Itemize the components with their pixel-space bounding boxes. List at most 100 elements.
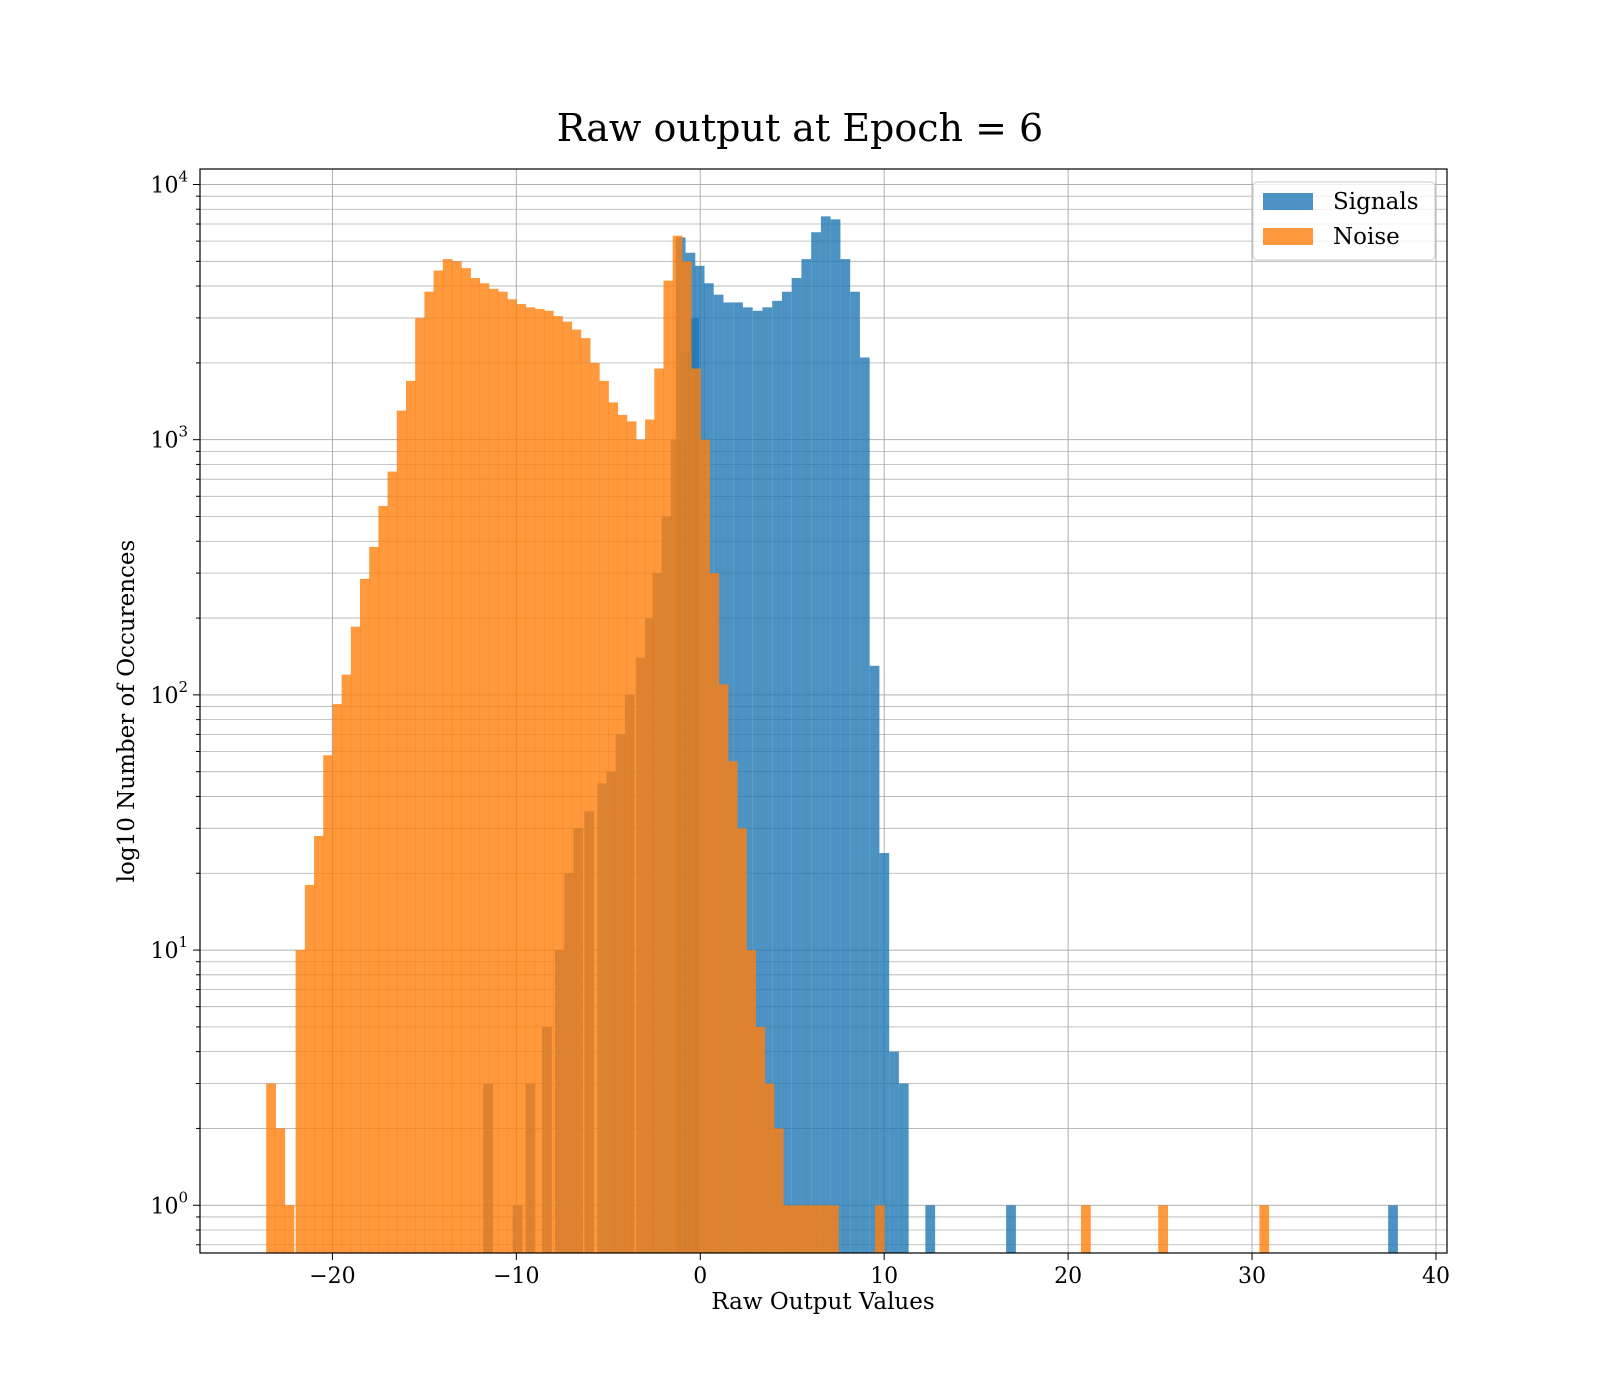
legend-label-signals: Signals (1333, 189, 1419, 215)
bar-noise (304, 884, 315, 1253)
bar-noise (810, 1205, 821, 1253)
bar-noise (341, 674, 352, 1253)
bar-noise (295, 950, 306, 1253)
bar-noise (700, 439, 711, 1253)
bar-signals (850, 291, 860, 1253)
plot-frame (199, 168, 1448, 1254)
bar-signals (1388, 1205, 1398, 1253)
chart-title: Raw output at Epoch = 6 (557, 106, 1043, 150)
bar-noise (396, 410, 407, 1254)
bar-noise (543, 310, 554, 1253)
bar-signals (1006, 1205, 1016, 1253)
bar-noise (497, 291, 508, 1253)
bar-noise (479, 283, 490, 1254)
bar-noise (415, 317, 425, 1254)
bar-signals (840, 259, 851, 1253)
bar-noise (1259, 1205, 1270, 1253)
bar-noise (755, 1026, 766, 1253)
legend-swatch-signals (1263, 193, 1313, 210)
bar-noise (571, 329, 582, 1253)
bar-signals (869, 665, 880, 1253)
x-tick-label: 10 (870, 1264, 898, 1289)
bar-noise (654, 368, 665, 1254)
bar-noise (424, 291, 435, 1253)
bar-noise (608, 402, 619, 1254)
bar-noise (275, 1128, 286, 1253)
bar-signals (772, 300, 782, 1253)
bar-signals (925, 1205, 936, 1253)
bar-signals (742, 307, 753, 1253)
bar-signals (733, 302, 743, 1253)
x-axis-label: Raw Output Values (711, 1289, 934, 1315)
x-tick-label: 0 (693, 1264, 707, 1289)
bar-noise (553, 316, 563, 1254)
bar-noise (792, 1205, 802, 1253)
legend-swatch-noise (1263, 228, 1313, 245)
bar-noise (266, 1083, 276, 1253)
bar-noise (470, 278, 481, 1253)
bar-signals (801, 259, 812, 1253)
bar-noise (378, 505, 389, 1253)
bar-noise (801, 1205, 812, 1253)
x-tick-label: 20 (1054, 1264, 1082, 1289)
bar-noise (691, 368, 701, 1254)
bar-noise (525, 307, 536, 1253)
bar-noise (672, 235, 683, 1253)
bar-noise (663, 280, 674, 1253)
bar-signals (811, 232, 821, 1254)
y-tick-label: 100 (150, 1188, 188, 1219)
bar-noise (589, 362, 600, 1253)
bar-signals (830, 219, 841, 1253)
bar-noise (746, 950, 757, 1253)
y-axis-label: log10 Number of Occurences (114, 540, 140, 883)
bar-noise (387, 471, 398, 1253)
bar-noise (350, 626, 361, 1253)
bar-noise (488, 288, 499, 1254)
bar-noise (709, 573, 720, 1253)
bar-noise (433, 270, 444, 1254)
y-tick-label: 102 (150, 678, 188, 709)
bar-signals (879, 853, 890, 1253)
bar-noise (599, 380, 609, 1253)
bar-noise (783, 1205, 793, 1253)
bar-signals (898, 1083, 909, 1253)
bar-noise (829, 1205, 839, 1253)
bar-noise (1080, 1205, 1091, 1253)
x-tick-label: 40 (1422, 1264, 1450, 1289)
bar-signals (859, 357, 870, 1253)
series-noise (266, 235, 1270, 1254)
bar-noise (626, 421, 637, 1253)
bar-signals (752, 310, 763, 1253)
bar-noise (645, 419, 655, 1253)
bar-signals (820, 216, 831, 1254)
bar-noise (405, 380, 416, 1253)
bar-signals (762, 307, 773, 1253)
bar-noise (562, 321, 573, 1253)
bar-noise (360, 578, 370, 1253)
y-tick-label: 104 (150, 167, 188, 198)
bar-noise (727, 761, 738, 1253)
bar-noise (819, 1205, 830, 1253)
bar-signals (791, 278, 802, 1253)
bar-noise (461, 268, 471, 1253)
x-tick-label: −10 (493, 1264, 539, 1289)
bar-noise (1158, 1205, 1168, 1253)
bar-noise (580, 338, 591, 1254)
bar-noise (516, 304, 527, 1253)
bar-noise (635, 439, 646, 1253)
y-tick-label: 103 (150, 423, 188, 454)
x-tick-label: −20 (309, 1264, 355, 1289)
y-axis-ticks: 100 101 102 103 104 (150, 167, 200, 1246)
bar-noise (369, 546, 379, 1253)
bar-noise (681, 261, 692, 1253)
bars (266, 216, 1398, 1254)
bar-signals (781, 291, 792, 1253)
bar-noise (284, 1205, 295, 1253)
bar-noise (764, 1083, 775, 1253)
bar-noise (323, 755, 333, 1253)
x-axis-ticks: −20 −10 0 10 20 30 40 (309, 1253, 1450, 1289)
bar-noise (874, 1205, 885, 1253)
legend: Signals Noise (1252, 181, 1436, 261)
bar-noise (737, 828, 747, 1253)
